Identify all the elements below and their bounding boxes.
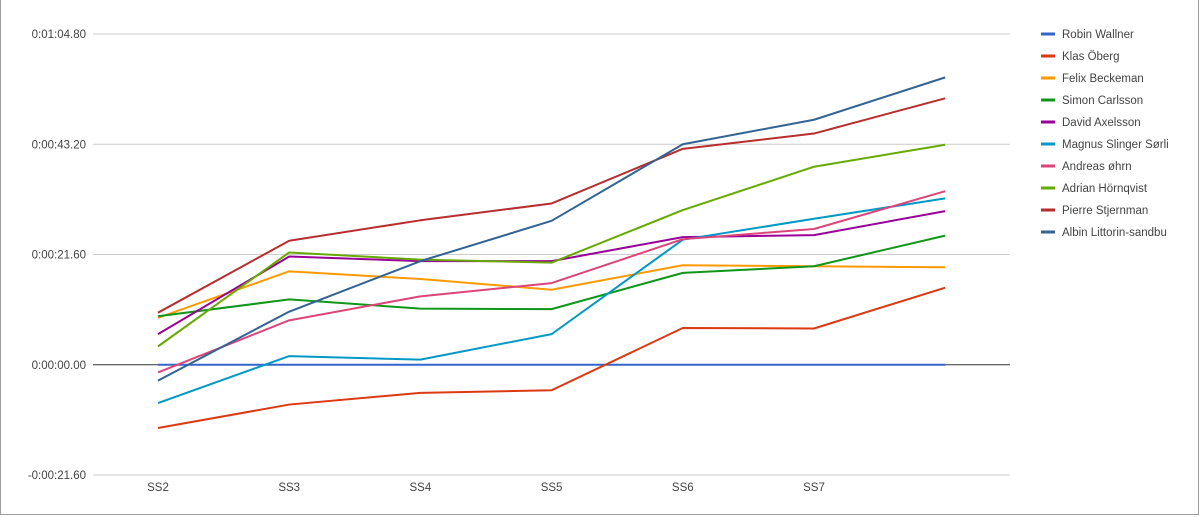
legend-label: Andreas øhrn	[1062, 161, 1132, 173]
y-tick-label: 0:01:04.80	[32, 29, 86, 41]
x-axis-tick-labels: SS2 SS3 SS4 SS5 SS6 SS7	[147, 482, 825, 494]
legend: Robin Wallner Klas Öberg Felix Beckeman Sim…	[1041, 29, 1169, 239]
x-tick-label: SS5	[541, 482, 563, 494]
legend-label: Albin Littorin-sandbu	[1062, 227, 1167, 239]
x-tick-label: SS4	[410, 482, 432, 494]
series-line	[157, 97, 946, 314]
x-tick-label: SS7	[803, 482, 825, 494]
legend-swatch	[1041, 208, 1055, 212]
legend-label: Adrian Hörnqvist	[1062, 183, 1148, 195]
series-lines	[157, 76, 946, 430]
legend-label: Robin Wallner	[1062, 29, 1134, 41]
legend-swatch	[1041, 98, 1055, 102]
x-tick-label: SS3	[278, 482, 300, 494]
y-tick-label: 0:00:43.20	[32, 139, 86, 151]
legend-label: Magnus Slinger Sørli	[1062, 139, 1169, 151]
legend-label: Klas Öberg	[1062, 51, 1120, 63]
x-tick-label: SS6	[672, 482, 694, 494]
x-tick-label: SS2	[147, 482, 169, 494]
legend-label: Pierre Stjernman	[1062, 205, 1148, 217]
legend-swatch	[1041, 142, 1055, 146]
legend-swatch	[1041, 54, 1055, 58]
y-tick-label: 0:00:21.60	[32, 250, 86, 262]
legend-swatch	[1041, 120, 1055, 124]
series-line	[157, 76, 946, 382]
legend-swatch	[1041, 32, 1055, 36]
series-line	[157, 286, 946, 430]
series-line	[157, 197, 946, 404]
legend-swatch	[1041, 230, 1055, 234]
series-line	[157, 190, 946, 374]
y-axis-tick-labels: -0:00:21.60 0:00:00.00 0:00:21.60 0:00:43.2…	[28, 29, 86, 482]
legend-label: David Axelsson	[1062, 117, 1141, 129]
series-line	[157, 234, 946, 318]
y-tick-label: -0:00:21.60	[28, 470, 86, 482]
legend-label: Simon Carlsson	[1062, 95, 1143, 107]
legend-swatch	[1041, 186, 1055, 190]
legend-swatch	[1041, 164, 1055, 168]
legend-label: Felix Beckeman	[1062, 73, 1144, 85]
series-line	[157, 143, 946, 348]
series-line	[157, 210, 946, 335]
y-tick-label: 0:00:00.00	[32, 360, 86, 372]
legend-swatch	[1041, 76, 1055, 80]
